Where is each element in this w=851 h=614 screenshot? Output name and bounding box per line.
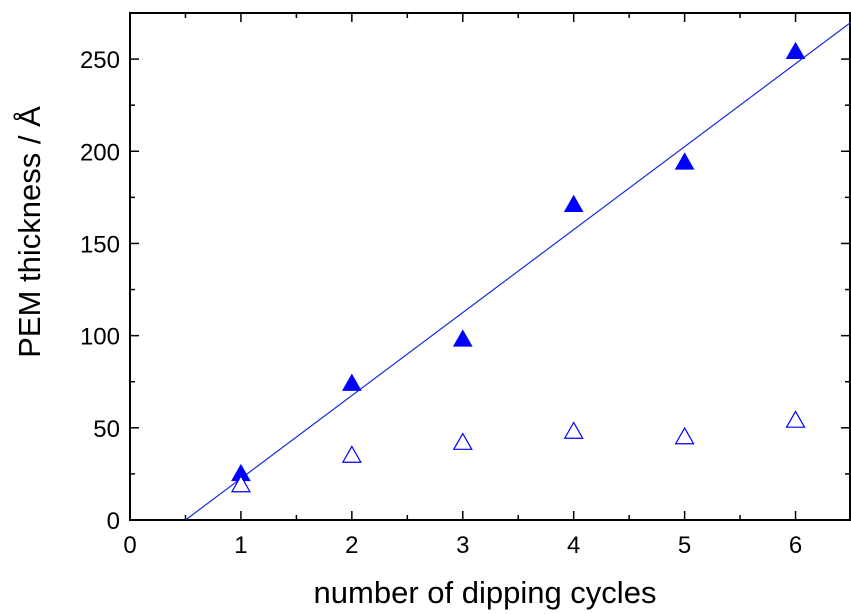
- data-point-open-triangle: [563, 421, 584, 439]
- data-point-filled-triangle: [785, 41, 806, 59]
- x-axis-label: number of dipping cycles: [314, 575, 657, 610]
- y-tick-label: 0: [107, 508, 120, 535]
- data-point-filled-triangle: [341, 373, 362, 391]
- y-tick-label: 150: [80, 231, 120, 258]
- y-tick-label: 250: [80, 47, 120, 74]
- fit-line: [185, 21, 851, 521]
- x-tick-label: 0: [123, 532, 136, 559]
- x-tick-label: 6: [789, 532, 802, 559]
- y-tick-label: 200: [80, 139, 120, 166]
- data-point-open-triangle: [230, 474, 251, 493]
- data-point-filled-triangle: [452, 329, 473, 347]
- data-point-open-triangle: [785, 410, 806, 428]
- y-tick-label: 50: [93, 416, 120, 443]
- data-point-filled-triangle: [563, 194, 584, 212]
- data-point-open-triangle: [674, 426, 695, 445]
- plot-frame: [129, 12, 851, 521]
- data-point-open-triangle: [341, 445, 362, 463]
- data-point-open-triangle: [452, 432, 473, 450]
- x-tick-label: 2: [345, 532, 358, 559]
- x-tick-label: 3: [456, 532, 469, 559]
- x-tick-label: 5: [678, 532, 691, 559]
- y-axis-label: PEM thickness / Å: [12, 106, 47, 358]
- x-tick-label: 4: [567, 532, 580, 559]
- x-tick-label: 1: [234, 532, 247, 559]
- y-tick-label: 100: [80, 324, 120, 351]
- data-point-filled-triangle: [674, 152, 695, 170]
